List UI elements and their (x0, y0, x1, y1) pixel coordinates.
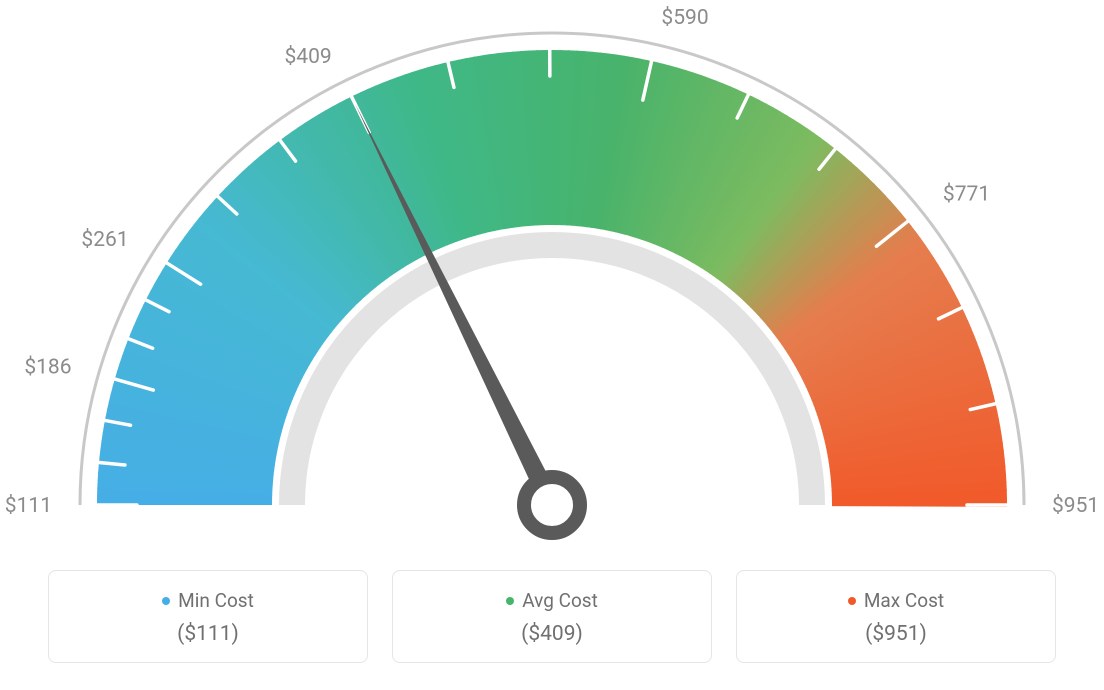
legend-value: ($951) (737, 622, 1055, 646)
gauge-tick-label: $771 (943, 182, 990, 206)
legend-label: Avg Cost (506, 589, 598, 612)
legend-card-max: Max Cost ($951) (736, 570, 1056, 663)
gauge-tick-label: $951 (1052, 494, 1099, 518)
gauge-tick-label: $590 (661, 6, 708, 30)
legend-dot-icon (506, 597, 514, 605)
gauge-chart: $111 $186 $261 $409 $590 $771 $951 (0, 0, 1104, 560)
gauge-color-arc (97, 50, 1007, 507)
legend-dot-icon (848, 597, 856, 605)
gauge-needle-hub (524, 477, 580, 533)
gauge-tick-label: $409 (284, 45, 331, 69)
legend-card-min: Min Cost ($111) (48, 570, 368, 663)
legend-dot-icon (162, 597, 170, 605)
legend-value: ($111) (49, 622, 367, 646)
gauge-tick-label: $261 (81, 228, 128, 252)
legend-row: Min Cost ($111) Avg Cost ($409) Max Cost ($95… (0, 570, 1104, 663)
legend-card-avg: Avg Cost ($409) (392, 570, 712, 663)
gauge-tick-minor (99, 463, 125, 465)
gauge-tick-label: $186 (24, 356, 71, 380)
legend-value: ($409) (393, 622, 711, 646)
gauge-container: $111 $186 $261 $409 $590 $771 $951 (0, 0, 1104, 560)
gauge-tick-label: $111 (5, 494, 52, 518)
legend-label-text: Min Cost (178, 589, 254, 612)
legend-label: Min Cost (162, 589, 254, 612)
legend-label-text: Avg Cost (522, 589, 598, 612)
legend-label-text: Max Cost (864, 589, 944, 612)
legend-label: Max Cost (848, 589, 944, 612)
